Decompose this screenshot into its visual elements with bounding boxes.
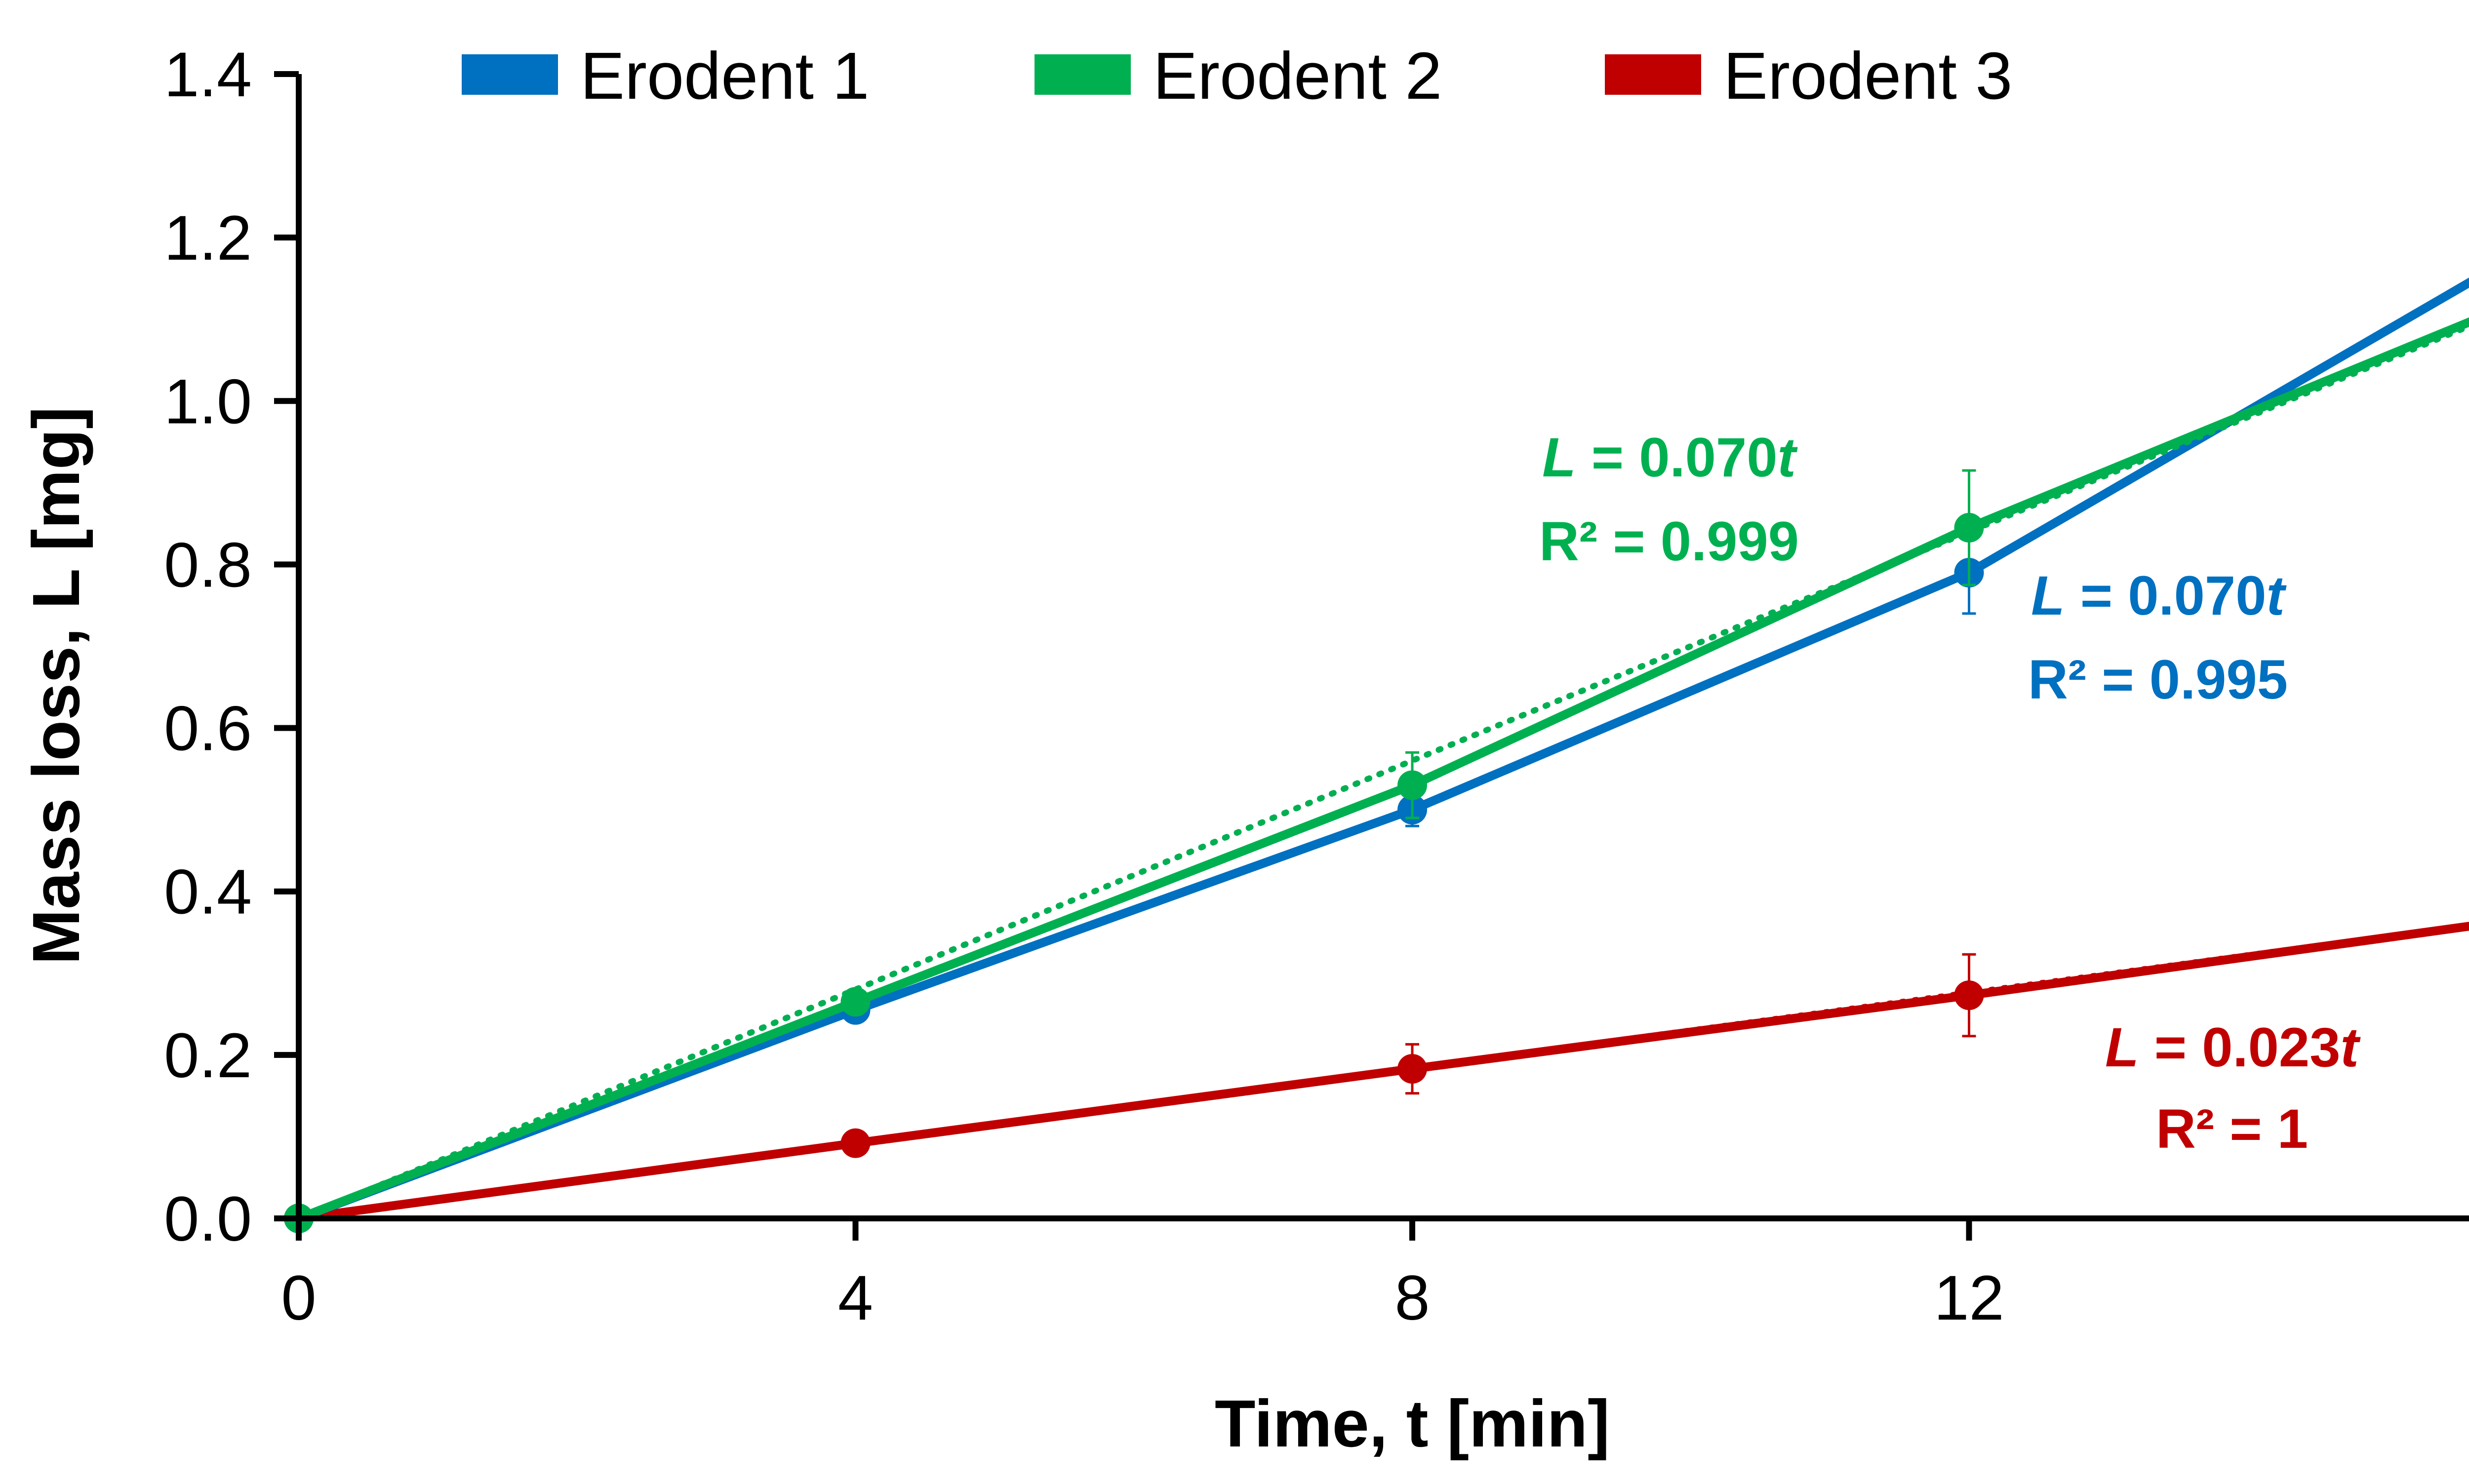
y-tick-label: 1.0 <box>164 366 252 437</box>
erodent-1-fit-line <box>296 323 2469 1221</box>
y-tick-label: 0.6 <box>164 694 252 764</box>
x-tick-label: 4 <box>838 1263 873 1333</box>
y-tick-label: 1.2 <box>164 203 252 273</box>
erodent-2-line <box>297 317 2469 1223</box>
erodent-1-fit-r2: R² = 0.995 <box>2028 649 2288 710</box>
erodent-1-fit-equation: L = 0.070t <box>2031 565 2287 626</box>
erodent-3-point <box>1954 980 1984 1010</box>
legend-label-erodent-2: Erodent 2 <box>1153 39 1442 113</box>
y-tick-label: 0.0 <box>164 1184 252 1254</box>
legend: Erodent 1 Erodent 2 Erodent 3 <box>462 39 2012 113</box>
series-group <box>284 277 2469 1233</box>
erodent-3-fit-r2: R² = 1 <box>2156 1098 2308 1160</box>
erodent-2-fit-line <box>296 323 2469 1221</box>
legend-label-erodent-3: Erodent 3 <box>1723 39 2012 113</box>
erodent-2-point <box>1397 770 1427 800</box>
axes-group: 0.00.20.40.60.81.01.21.40481216 <box>164 39 2469 1333</box>
fit-annotations: L = 0.070t R² = 0.995 L = 0.070t R² = 0.999… <box>1539 427 2361 1160</box>
erodent-3-point <box>840 1128 871 1158</box>
y-tick-label: 0.2 <box>164 1020 252 1091</box>
legend-label-erodent-1: Erodent 1 <box>580 39 869 113</box>
legend-swatch-erodent-1 <box>462 54 558 95</box>
erodent-2-fit-equation: L = 0.070t <box>1542 427 1798 488</box>
legend-swatch-erodent-2 <box>1035 54 1131 95</box>
erodent-3-point <box>1397 1054 1427 1084</box>
x-tick-label: 8 <box>1394 1263 1430 1333</box>
erodent-3-fit-equation: L = 0.023t <box>2105 1016 2361 1078</box>
erodent-2-point <box>840 987 871 1017</box>
erodent-2-point <box>1954 512 1984 543</box>
x-axis-title: Time, t [min] <box>1215 1386 1610 1461</box>
x-tick-label: 12 <box>1934 1263 2004 1333</box>
y-tick-label: 0.8 <box>164 530 252 600</box>
x-tick-label: 0 <box>281 1263 316 1333</box>
y-tick-label: 1.4 <box>164 39 252 110</box>
legend-swatch-erodent-3 <box>1605 54 1701 95</box>
y-axis-title: Mass loss, L [mg] <box>19 407 93 965</box>
erodent-2-fit-r2: R² = 0.999 <box>1539 510 1799 572</box>
y-tick-label: 0.4 <box>164 857 252 928</box>
